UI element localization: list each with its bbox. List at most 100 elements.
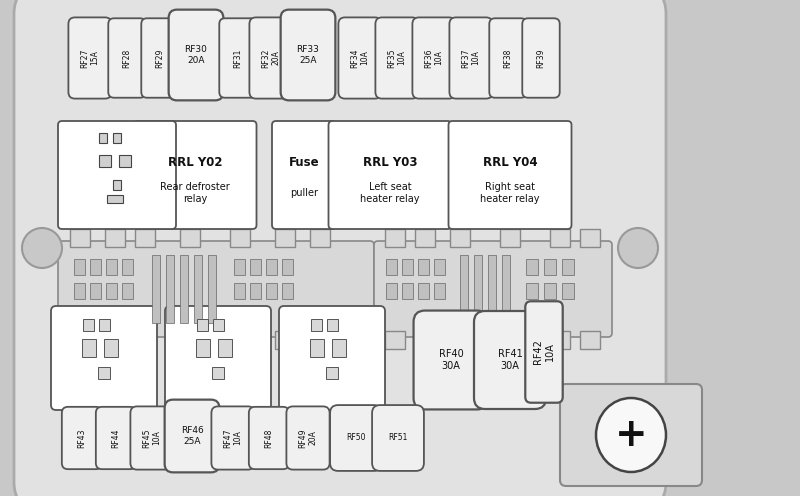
Bar bbox=[434, 283, 445, 299]
Text: RF28: RF28 bbox=[122, 49, 131, 67]
Text: RF38: RF38 bbox=[503, 48, 513, 67]
Text: Left seat
heater relay: Left seat heater relay bbox=[360, 182, 420, 204]
FancyBboxPatch shape bbox=[450, 17, 493, 99]
Bar bbox=[450, 229, 470, 247]
Bar bbox=[562, 283, 574, 299]
Bar bbox=[385, 229, 405, 247]
FancyBboxPatch shape bbox=[330, 405, 382, 471]
FancyBboxPatch shape bbox=[211, 406, 254, 470]
Bar bbox=[104, 339, 118, 357]
Bar bbox=[90, 283, 101, 299]
Bar bbox=[107, 195, 123, 203]
FancyBboxPatch shape bbox=[414, 310, 489, 409]
FancyBboxPatch shape bbox=[219, 18, 257, 98]
FancyBboxPatch shape bbox=[58, 241, 374, 337]
Bar bbox=[135, 229, 155, 247]
Bar bbox=[180, 229, 200, 247]
FancyBboxPatch shape bbox=[62, 407, 102, 469]
FancyBboxPatch shape bbox=[286, 406, 330, 470]
Bar bbox=[580, 229, 600, 247]
Bar bbox=[113, 180, 121, 190]
Bar bbox=[213, 319, 224, 331]
Bar bbox=[402, 283, 413, 299]
Bar bbox=[418, 283, 429, 299]
Text: RF30
20A: RF30 20A bbox=[185, 45, 207, 64]
Bar bbox=[386, 283, 397, 299]
Bar bbox=[526, 283, 538, 299]
Bar bbox=[82, 339, 96, 357]
Text: RF44: RF44 bbox=[111, 428, 121, 448]
FancyBboxPatch shape bbox=[560, 384, 702, 486]
Bar bbox=[122, 259, 133, 275]
Text: RF43: RF43 bbox=[78, 428, 86, 448]
Text: RF45
10A: RF45 10A bbox=[142, 428, 162, 448]
Text: RF31: RF31 bbox=[234, 48, 242, 67]
Bar bbox=[326, 367, 338, 379]
Text: RF32
20A: RF32 20A bbox=[262, 48, 281, 67]
Text: RRL Y04: RRL Y04 bbox=[482, 157, 538, 170]
Bar bbox=[332, 339, 346, 357]
Bar bbox=[500, 331, 520, 349]
FancyBboxPatch shape bbox=[474, 311, 546, 409]
Bar bbox=[218, 339, 232, 357]
Bar bbox=[250, 283, 261, 299]
Text: RRL Y02: RRL Y02 bbox=[168, 157, 222, 170]
Bar bbox=[434, 259, 445, 275]
Bar bbox=[106, 259, 117, 275]
Text: RF48: RF48 bbox=[265, 429, 274, 448]
Bar bbox=[544, 259, 556, 275]
Text: RF47
10A: RF47 10A bbox=[223, 428, 242, 448]
Bar bbox=[450, 331, 470, 349]
Bar bbox=[98, 367, 110, 379]
Text: +: + bbox=[614, 416, 647, 454]
FancyBboxPatch shape bbox=[375, 17, 418, 99]
Ellipse shape bbox=[596, 398, 666, 472]
FancyBboxPatch shape bbox=[338, 17, 382, 99]
Bar bbox=[135, 331, 155, 349]
Bar bbox=[74, 283, 85, 299]
Text: RF35
10A: RF35 10A bbox=[387, 48, 406, 68]
Bar bbox=[197, 319, 208, 331]
Bar bbox=[83, 319, 94, 331]
FancyBboxPatch shape bbox=[142, 18, 178, 98]
Text: RF36
10A: RF36 10A bbox=[424, 48, 444, 68]
Bar bbox=[230, 331, 250, 349]
FancyBboxPatch shape bbox=[165, 306, 271, 410]
Bar bbox=[166, 255, 174, 323]
Bar bbox=[275, 229, 295, 247]
Text: Right seat
heater relay: Right seat heater relay bbox=[480, 182, 540, 204]
Text: Rear defroster
relay: Rear defroster relay bbox=[160, 182, 230, 204]
FancyBboxPatch shape bbox=[372, 405, 424, 471]
Text: puller: puller bbox=[290, 188, 318, 198]
Bar bbox=[310, 229, 330, 247]
Bar bbox=[385, 331, 405, 349]
Circle shape bbox=[22, 228, 62, 268]
Bar bbox=[488, 255, 496, 323]
Bar bbox=[113, 133, 121, 143]
Text: RF49
20A: RF49 20A bbox=[298, 428, 318, 448]
FancyBboxPatch shape bbox=[51, 306, 157, 410]
Bar bbox=[266, 283, 277, 299]
Text: RF40
30A: RF40 30A bbox=[438, 349, 463, 371]
Bar bbox=[418, 259, 429, 275]
FancyBboxPatch shape bbox=[329, 121, 451, 229]
FancyBboxPatch shape bbox=[526, 301, 562, 403]
Bar bbox=[99, 155, 111, 167]
Bar bbox=[266, 259, 277, 275]
FancyBboxPatch shape bbox=[281, 9, 335, 100]
Bar bbox=[460, 255, 468, 323]
Bar bbox=[180, 331, 200, 349]
Bar bbox=[580, 331, 600, 349]
Bar bbox=[105, 229, 125, 247]
Text: RF29: RF29 bbox=[155, 48, 165, 67]
Text: RF46
25A: RF46 25A bbox=[181, 426, 203, 446]
FancyBboxPatch shape bbox=[58, 121, 176, 229]
FancyBboxPatch shape bbox=[69, 17, 112, 99]
Text: RF39: RF39 bbox=[537, 48, 546, 68]
Bar bbox=[99, 319, 110, 331]
FancyBboxPatch shape bbox=[413, 17, 456, 99]
Bar bbox=[550, 229, 570, 247]
Bar bbox=[152, 255, 160, 323]
Bar bbox=[250, 259, 261, 275]
FancyBboxPatch shape bbox=[249, 407, 289, 469]
